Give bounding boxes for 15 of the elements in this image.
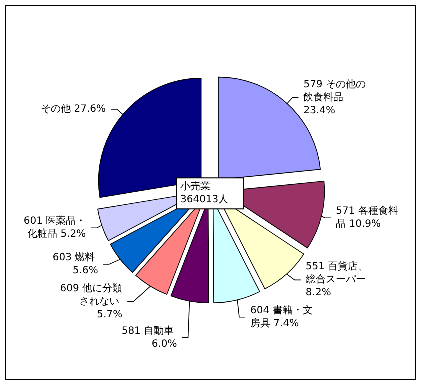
data-label: 5.7% [97,309,123,320]
slice-label: 579 その他の飲食料品 [304,78,366,104]
text: 小売業 364013人 [180,180,229,206]
data-label: 8.2% [306,288,332,299]
data-label: 23.4% [304,105,336,116]
data-label: 6.0% [152,338,178,350]
slice-label: 604 書籍・文房具 7.4% [250,304,313,330]
slice-label: 601 医薬品・化粧品 5.2% [24,215,86,240]
slice-label: 551 百貨店、総合スーパー [304,260,370,286]
slice-label: その他 27.6% [41,102,106,115]
data-label: 5.6% [72,266,98,277]
slice-label: 571 各種食料品 10.9% [336,205,398,230]
slice-label: 581 自動車 [122,324,178,337]
slice-label: 603 燃料 [52,252,98,264]
slice-label: 609 他に分類されない [60,282,123,308]
